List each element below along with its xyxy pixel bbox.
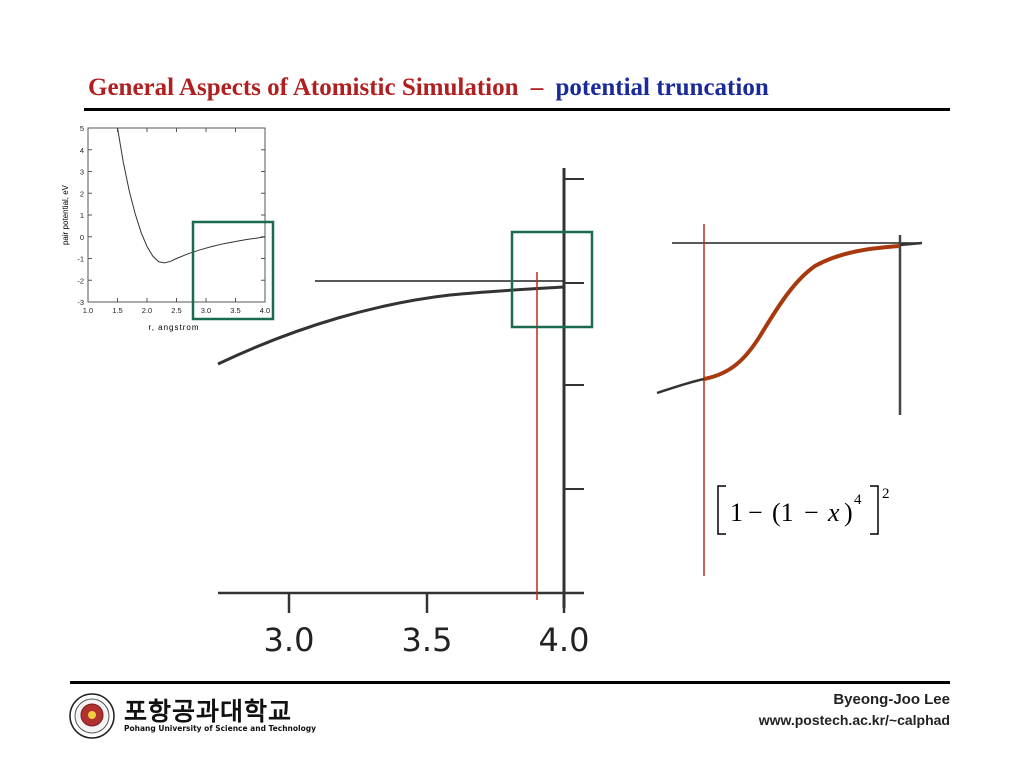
formula-x: x: [827, 498, 840, 527]
small-chart-ylabel: pair potential, eV: [61, 184, 70, 245]
detail-smoothed-curve: [703, 244, 901, 381]
small-chart-highlight-box: [191, 220, 275, 321]
small-chart-xlabel: r, angstrom: [148, 323, 199, 332]
small-y-tick-label: -1: [77, 255, 84, 264]
zoom-tick-label: 4.0: [539, 621, 590, 659]
small-y-tick-label: 2: [80, 189, 84, 198]
author-url: www.postech.ac.kr/~calphad: [758, 712, 950, 728]
university-name-korean: 포항공과대학교: [124, 697, 293, 726]
small-y-tick-label: 3: [80, 168, 84, 177]
small-y-tick-label: 0: [80, 233, 84, 242]
formula-right-bracket: [870, 485, 879, 535]
small-x-tick-label: 2.0: [142, 306, 152, 315]
author-name: Byeong-Joo Lee: [833, 691, 950, 708]
university-name-english: Pohang University of Science and Technol…: [124, 724, 317, 733]
slide-title: General Aspects of Atomistic Simulation …: [88, 74, 769, 102]
small-y-tick-label: 1: [80, 211, 84, 220]
small-x-tick-label: 2.5: [171, 306, 181, 315]
smoothing-formula: 1 − (1 − x ) 4 2: [717, 485, 890, 535]
title-subtitle: potential truncation: [555, 74, 769, 101]
small-y-tick-label: 4: [80, 146, 84, 155]
university-logo: [69, 693, 115, 739]
formula-left-bracket: [717, 485, 726, 535]
formula-one: 1: [730, 498, 743, 527]
detail-tail: [899, 241, 923, 247]
zoom-tick-label: 3.0: [264, 621, 315, 659]
footer-credits: Byeong-Joo Lee www.postech.ac.kr/~calpha…: [759, 690, 950, 730]
small-x-tick-label: 4.0: [260, 306, 270, 315]
zoomed-potential-curve: [217, 285, 565, 366]
small-x-tick-label: 1.5: [112, 306, 122, 315]
pair-potential-curve: [117, 127, 266, 264]
logo-seal-core: [88, 711, 96, 719]
title-main: General Aspects of Atomistic Simulation: [88, 74, 519, 101]
formula-minus-2: −: [804, 498, 819, 527]
title-underline: [84, 108, 950, 111]
formula-exp4: 4: [854, 492, 862, 508]
small-y-tick-label: -3: [77, 298, 84, 307]
formula-exp2: 2: [882, 486, 890, 502]
footer-rule: [70, 681, 950, 684]
zoom-highlight-box: [510, 230, 594, 329]
small-y-tick-label: 5: [80, 124, 84, 133]
small-y-tick-label: -2: [77, 276, 84, 285]
small-x-tick-label: 3.0: [201, 306, 211, 315]
small-x-tick-label: 3.5: [230, 306, 240, 315]
title-separator: –: [530, 74, 544, 101]
formula-minus: −: [748, 498, 763, 527]
formula-rparen: ): [844, 498, 853, 527]
zoom-tick-label: 3.5: [402, 621, 453, 659]
detail-original-curve: [656, 377, 705, 395]
small-x-tick-label: 1.0: [83, 306, 93, 315]
small-chart-axes: 1.0 1.5 2.0 2.5 3.0 3.5 4.0 5 4 3 2 1 0 -1 -2 -3: [77, 124, 270, 315]
formula-lparen: (1: [772, 498, 794, 527]
